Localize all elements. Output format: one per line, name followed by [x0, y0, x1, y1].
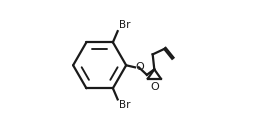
Text: O: O [136, 62, 144, 72]
Text: Br: Br [119, 101, 130, 110]
Text: Br: Br [119, 20, 130, 30]
Text: O: O [150, 82, 159, 92]
